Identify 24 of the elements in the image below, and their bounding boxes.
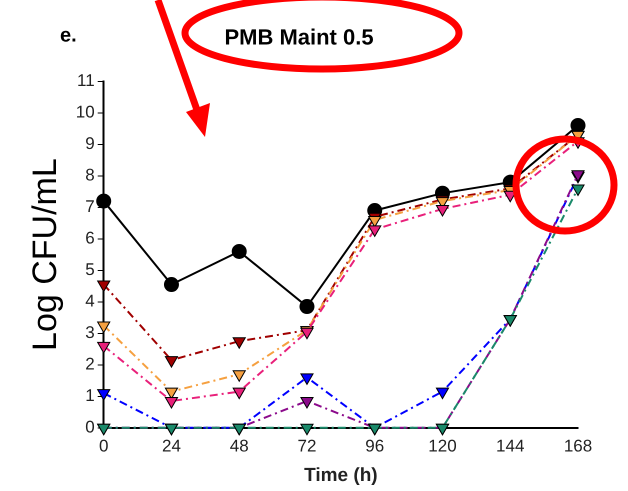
y-tick-label: 2	[85, 354, 95, 374]
y-tick-label: 0	[85, 417, 95, 436]
y-tick-label: 3	[85, 323, 95, 342]
chart-title: PMB Maint 0.5	[224, 24, 374, 50]
y-tick-label: 1	[85, 386, 95, 405]
y-tick-label: 6	[85, 228, 95, 248]
y-tick-label: 10	[76, 102, 95, 122]
y-tick-label: 8	[85, 166, 95, 185]
text: e.	[60, 24, 77, 47]
x-tick-label: 48	[230, 436, 249, 456]
y-tick-label: 4	[85, 292, 95, 311]
x-tick-label: 72	[298, 436, 316, 456]
y-tick-label: 11	[77, 71, 95, 90]
x-tick-label: 168	[564, 436, 592, 456]
x-tick-label: 96	[365, 436, 384, 456]
x-tick-label: 0	[98, 436, 108, 456]
y-tick-label: 5	[85, 260, 95, 280]
x-tick-label: 24	[162, 436, 181, 456]
y-tick-label: 7	[85, 197, 95, 216]
y-tick-label: 9	[85, 134, 95, 154]
x-axis-title: Time (h)	[304, 464, 378, 486]
x-tick-label: 120	[428, 436, 457, 456]
x-tick-label: 144	[496, 436, 524, 456]
y-axis-title: Log CFU/mL	[26, 158, 64, 351]
